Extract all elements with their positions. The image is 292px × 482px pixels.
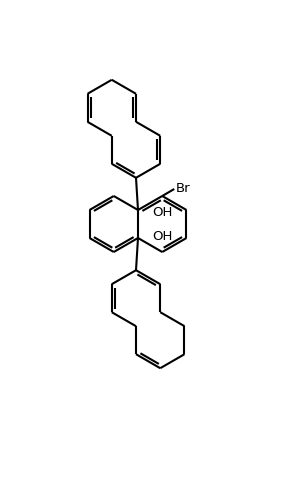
Text: OH: OH [152, 205, 172, 218]
Text: OH: OH [152, 229, 172, 242]
Text: Br: Br [176, 182, 191, 195]
